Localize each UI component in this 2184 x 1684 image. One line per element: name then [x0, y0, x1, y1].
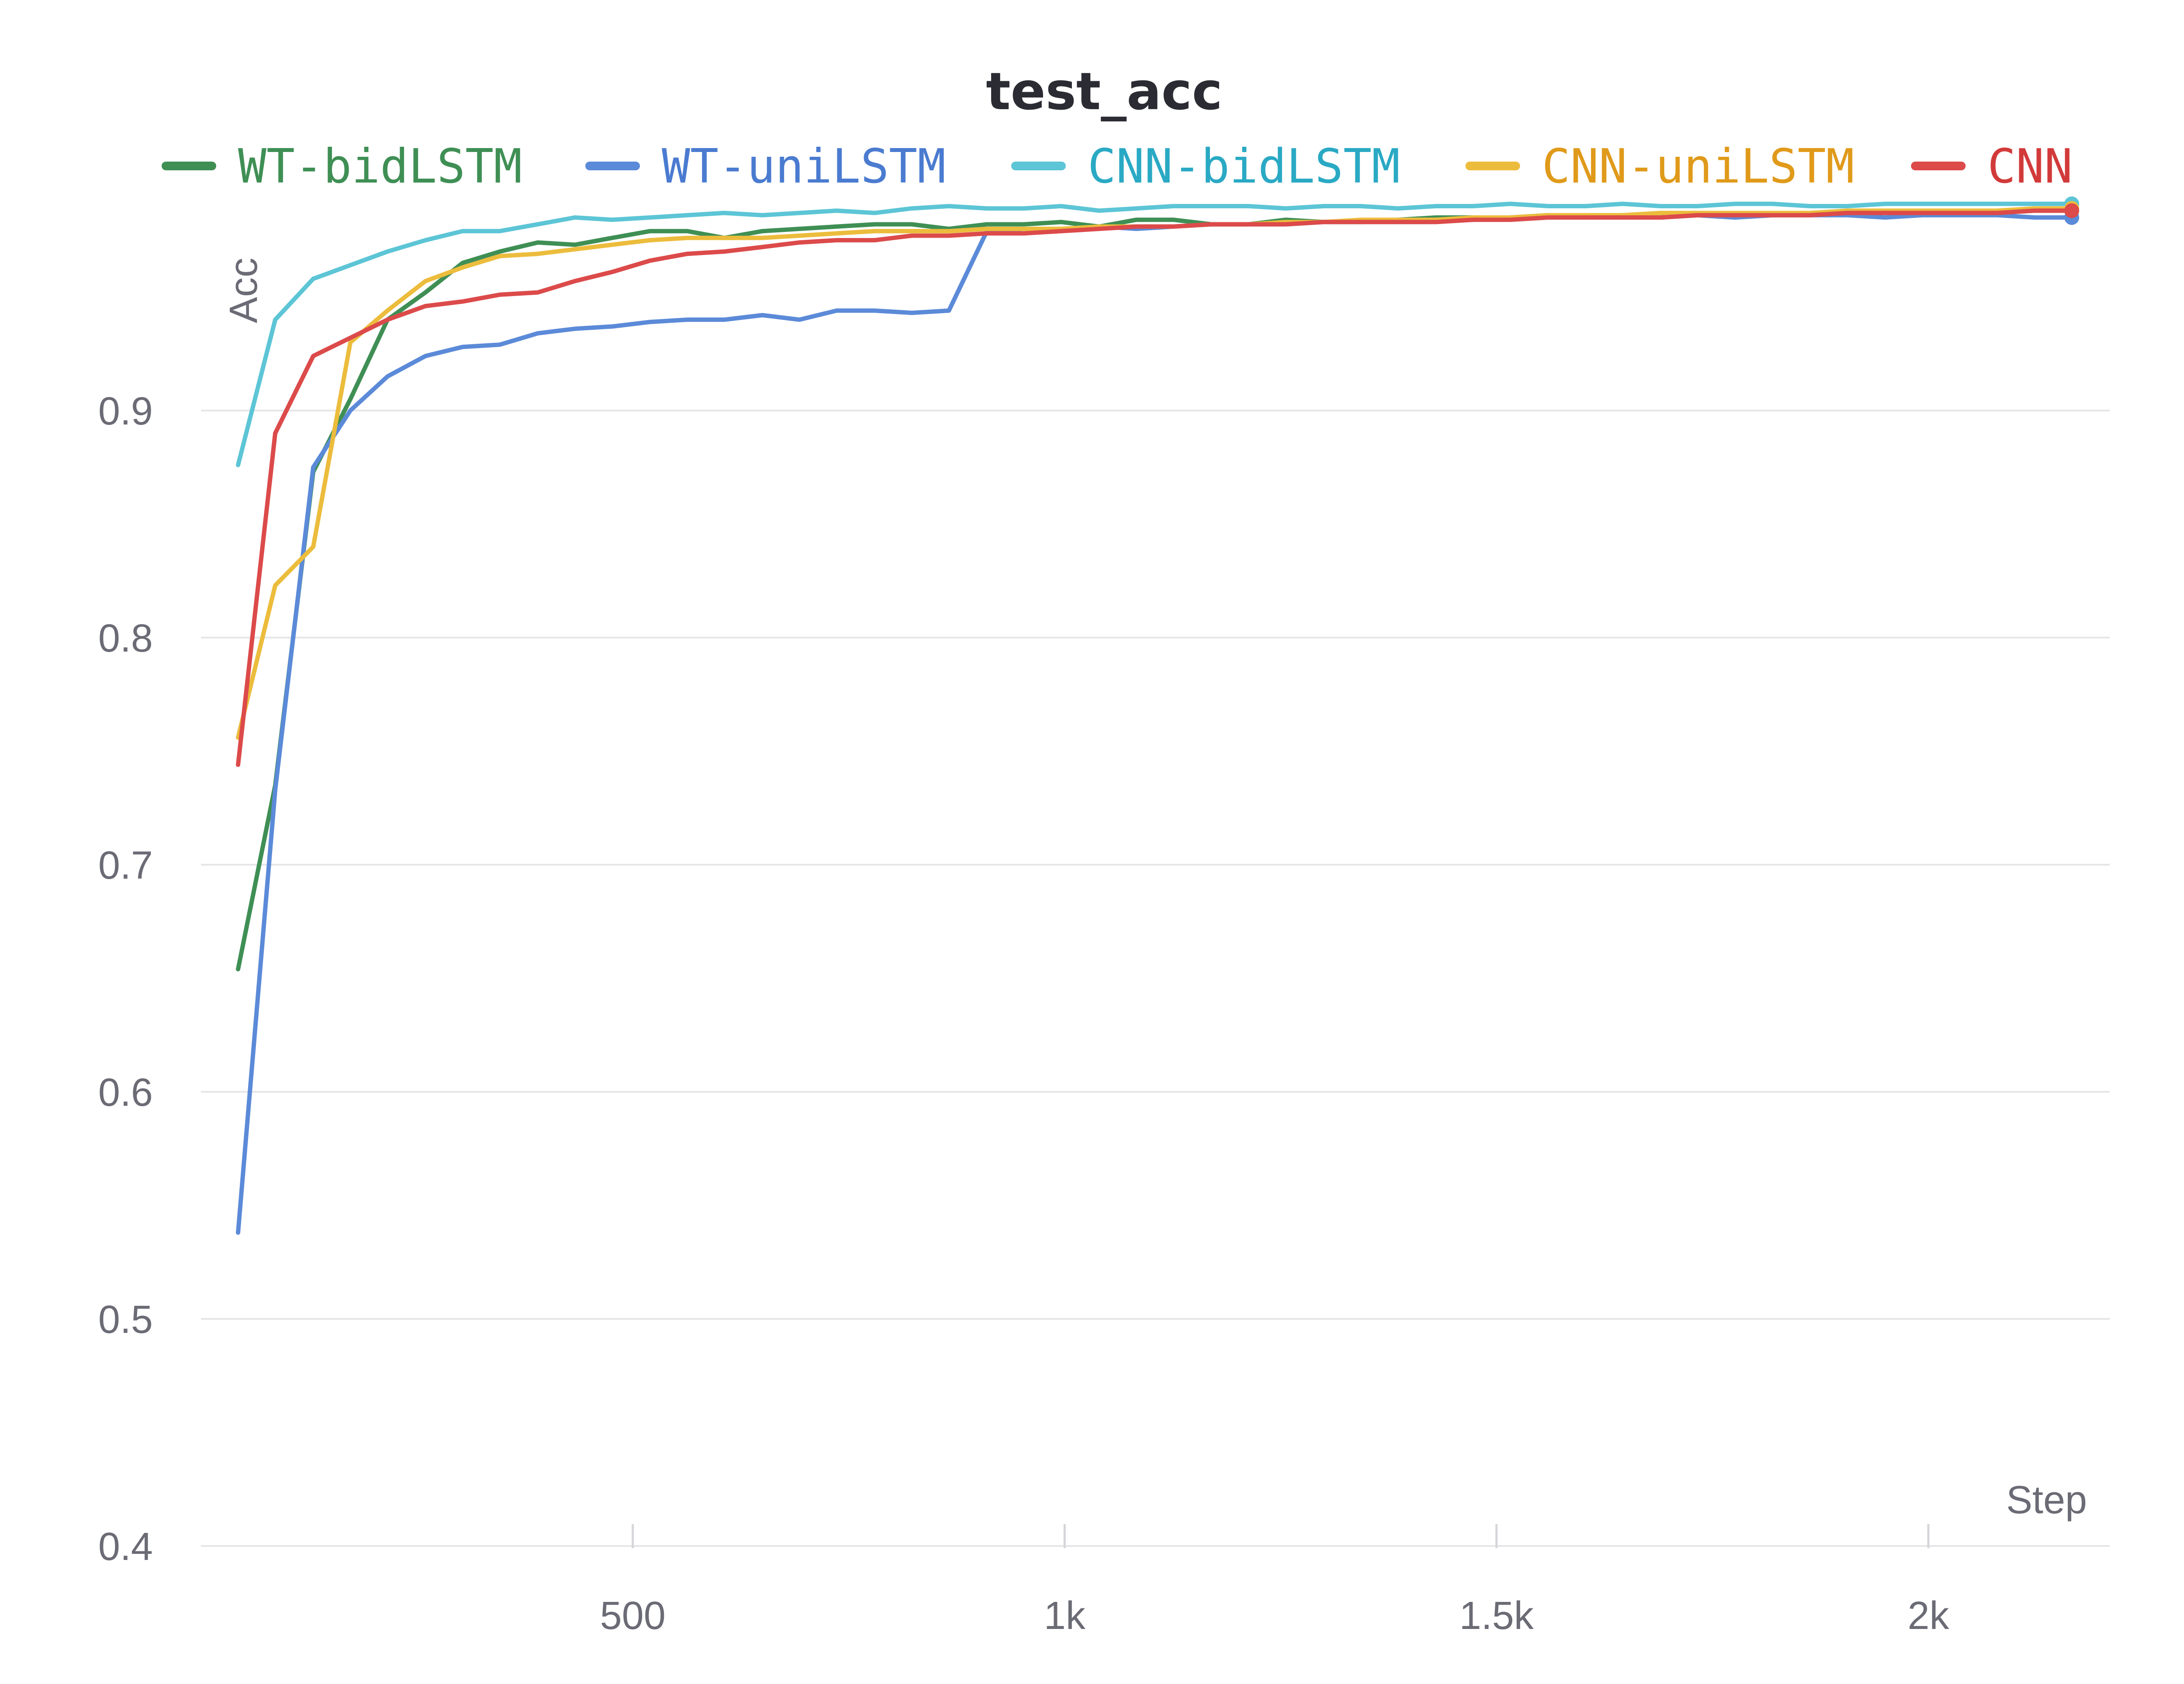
legend-item-cnn-bidlstm[interactable]: CNN-bidLSTM — [1011, 139, 1400, 194]
grid-lines — [201, 410, 2110, 1547]
y-tick-label: 0.8 — [98, 617, 153, 660]
legend-label: CNN — [1987, 139, 2073, 194]
y-tick-label: 0.9 — [98, 390, 153, 433]
legend: WT-bidLSTM WT-uniLSTM CNN-bidLSTM CNN-uniLS… — [162, 139, 2073, 194]
legend-label: CNN-uniLSTM — [1542, 139, 1854, 194]
legend-label: WT-bidLSTM — [238, 139, 522, 194]
x-axis: 500 1k 1.5k 2k — [600, 1524, 1949, 1638]
y-axis: 0.4 0.5 0.6 0.7 0.8 0.9 — [98, 390, 153, 1569]
y-axis-title: Acc — [222, 258, 266, 323]
series-line-wt-unilstm — [236, 213, 2074, 1235]
series-line-cnn-bidlstm — [236, 201, 2074, 467]
y-tick-label: 0.6 — [98, 1071, 153, 1115]
x-tick-label: 1.5k — [1459, 1594, 1534, 1638]
x-axis-title: Step — [2006, 1478, 2087, 1522]
y-tick-label: 0.7 — [98, 844, 153, 887]
series-lines — [236, 196, 2079, 1235]
x-tick-label: 2k — [1908, 1594, 1949, 1638]
series-line-cnn — [236, 208, 2074, 767]
legend-item-cnn[interactable]: CNN — [1911, 139, 2073, 194]
y-tick-label: 0.4 — [98, 1525, 153, 1569]
legend-item-wt-bidlstm[interactable]: WT-bidLSTM — [162, 139, 522, 194]
series-line-cnn-unilstm — [236, 206, 2074, 740]
x-tick-label: 1k — [1044, 1594, 1086, 1638]
y-tick-label: 0.5 — [98, 1298, 153, 1342]
series-endpoint-cnn — [2064, 203, 2079, 218]
legend-item-wt-unilstm[interactable]: WT-uniLSTM — [585, 139, 946, 194]
legend-label: CNN-bidLSTM — [1088, 139, 1400, 194]
series-line-wt-bidlstm — [236, 208, 2074, 972]
chart-title: test_acc — [986, 61, 1223, 121]
legend-item-cnn-unilstm[interactable]: CNN-uniLSTM — [1465, 139, 1854, 194]
x-tick-label: 500 — [600, 1594, 666, 1638]
legend-label: WT-uniLSTM — [662, 139, 946, 194]
